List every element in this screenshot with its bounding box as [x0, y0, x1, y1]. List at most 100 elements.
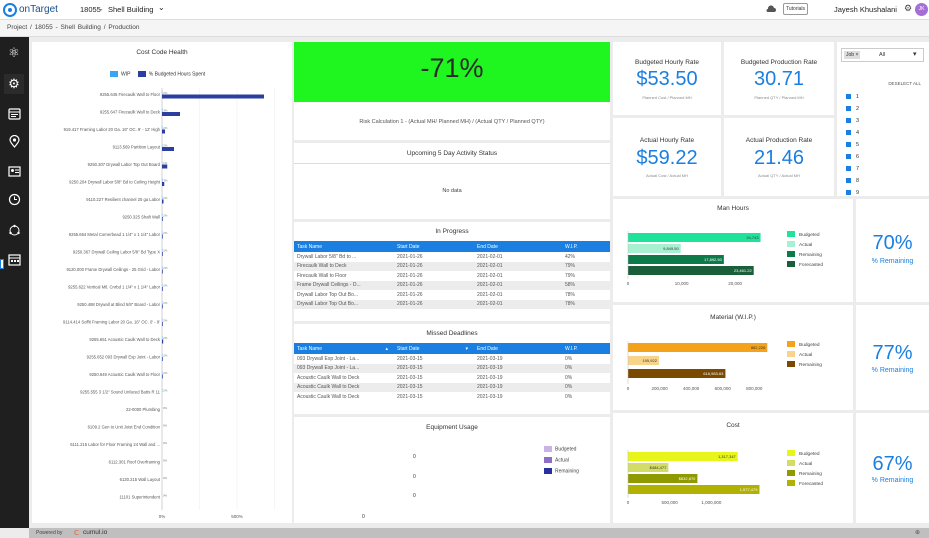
job-option-checkbox[interactable]: 8: [846, 175, 859, 187]
ontarget-logo-icon: [3, 3, 17, 17]
table-cell: 2021-03-15: [394, 363, 474, 373]
risk-value: -71%: [420, 53, 484, 83]
clock-icon[interactable]: [4, 189, 24, 209]
legend-item: Actual: [544, 457, 569, 463]
table-row[interactable]: Drywall Labor Top Out Bo... 2021-01-26 202…: [294, 290, 610, 300]
checkbox-icon[interactable]: [846, 154, 851, 160]
sidebar-handle[interactable]: [0, 259, 4, 269]
table-row[interactable]: Acoustic Caulk Wall to Deck 2021-03-15 202…: [294, 373, 610, 383]
kpi-title: Budgeted Production Rate: [740, 59, 818, 66]
legend-label: Budgeted: [799, 232, 820, 238]
chevron-down-icon[interactable]: ⌄: [158, 3, 165, 12]
bar-value-label: 2%: [163, 91, 168, 95]
breadcrumb-project[interactable]: Project: [7, 24, 28, 31]
table-row[interactable]: 093 Drywall Exp Joint - La... 2021-03-15 2…: [294, 363, 610, 373]
column-header[interactable]: Start Date: [394, 241, 474, 252]
avatar[interactable]: JK: [915, 3, 928, 16]
project-name[interactable]: Shell Building: [108, 5, 154, 14]
legend-item: Budgeted: [544, 446, 576, 452]
table-cell: 0%: [565, 355, 573, 362]
kpi-title: Actual Production Rate: [745, 137, 813, 144]
table-row[interactable]: Acoustic Caulk Wall to Deck 2021-03-15 202…: [294, 382, 610, 392]
contacts-icon[interactable]: [4, 161, 24, 181]
kpi-value: 30.71: [753, 68, 805, 90]
checkbox-icon[interactable]: [846, 190, 851, 196]
material-panel: Material (W.I.P.) 882,226 195,922 616,983.…: [613, 305, 853, 410]
checkbox-icon[interactable]: [846, 142, 851, 148]
close-icon[interactable]: ×: [855, 52, 859, 58]
kpi-title: Budgeted Hourly Rate: [635, 59, 699, 66]
job-option-checkbox[interactable]: 6: [846, 151, 859, 163]
job-select[interactable]: Job × All ▾: [841, 48, 924, 62]
category-label: 9250.307 Drywall Labor Top Out Board: [88, 162, 161, 167]
network-icon[interactable]: [4, 220, 24, 240]
checkbox-icon[interactable]: [846, 178, 851, 184]
legend-swatch-hours: [137, 71, 146, 77]
table-row[interactable]: Firecaulk Wall to Floor 2021-01-26 2021-02…: [294, 271, 610, 281]
atom-icon[interactable]: ⚛: [8, 45, 20, 60]
job-option-checkbox[interactable]: 7: [846, 163, 859, 175]
cloud-download-icon[interactable]: [766, 5, 776, 13]
calendar-icon[interactable]: [4, 249, 24, 269]
category-label: 6130.215 Wall Layout: [120, 477, 161, 482]
checkbox-icon[interactable]: [846, 106, 851, 112]
gear-icon[interactable]: ⚙: [904, 3, 913, 13]
column-header[interactable]: Task Name: [294, 241, 394, 252]
bar-value-label: 2%: [163, 266, 168, 270]
breadcrumb-building[interactable]: 18055 - Shell Building: [34, 24, 101, 31]
user-name[interactable]: Jayesh Khushalani: [834, 5, 897, 14]
job-option-checkbox[interactable]: 9: [846, 187, 859, 199]
bar-value-label: 2%: [163, 249, 168, 253]
job-option-checkbox[interactable]: 2: [846, 103, 859, 115]
table-row[interactable]: Acoustic Caulk Wall to Deck 2021-03-15 202…: [294, 392, 610, 402]
checkbox-icon[interactable]: [846, 130, 851, 136]
bar-value-label: 2%: [163, 371, 168, 375]
hours-bar: [162, 374, 163, 379]
checkbox-icon[interactable]: [846, 166, 851, 172]
table-cell: 0%: [562, 382, 610, 392]
column-header[interactable]: Start Date ▾: [394, 343, 474, 354]
sort-up-icon[interactable]: ▴: [385, 345, 388, 352]
column-header[interactable]: W.I.P.: [562, 343, 610, 354]
table-row[interactable]: 093 Drywall Exp Joint - La... 2021-03-15 2…: [294, 354, 610, 364]
column-header[interactable]: End Date: [474, 343, 562, 354]
column-header[interactable]: Task Name ▴: [294, 343, 394, 354]
job-option-checkbox[interactable]: 3: [846, 115, 859, 127]
location-pin-icon[interactable]: [4, 131, 24, 151]
missed-deadlines-panel: Missed Deadlines Task Name ▴ Start Date ▾ …: [294, 324, 610, 414]
column-header[interactable]: End Date: [474, 241, 562, 252]
no-data-text: No data: [442, 188, 462, 194]
job-chip[interactable]: Job ×: [844, 51, 861, 59]
table-row[interactable]: Drywall Labor Top Out Bo... 2021-01-26 202…: [294, 299, 610, 309]
schedule-icon[interactable]: [4, 103, 24, 123]
table-row[interactable]: Frame Drywall Ceilings - D... 2021-01-26 2…: [294, 280, 610, 290]
deselect-all-button[interactable]: DESELECT ALL: [888, 81, 921, 86]
remaining-percent: 77%: [872, 342, 913, 364]
sort-down-icon[interactable]: ▾: [465, 345, 468, 352]
gear-icon[interactable]: ⚙: [4, 74, 24, 94]
checkbox-icon[interactable]: [846, 118, 851, 124]
axis-tick-label: 400,000: [683, 386, 700, 391]
category-label: 9255.555 3 1/2" Sound Unfaced Batts R 11: [80, 390, 161, 395]
table-row[interactable]: Drywall Labor 5/8" Bd to ... 2021-01-26 20…: [294, 252, 610, 262]
budgeted-hourly-rate-card: Budgeted Hourly Rate $53.50 Planned Cost…: [613, 42, 721, 115]
category-label: 11101 Superintendent: [119, 495, 160, 500]
brand-name[interactable]: cumul.io: [83, 529, 108, 536]
table-cell: 0%: [565, 374, 573, 381]
category-label: 9250.325 Shaft Wall: [122, 215, 160, 220]
table-cell: 42%: [565, 253, 576, 260]
job-option-checkbox[interactable]: 5: [846, 139, 859, 151]
category-label: 9120.000 Frame Drywall Ceilings - 25 Gri…: [66, 267, 160, 272]
job-option-checkbox[interactable]: 4: [846, 127, 859, 139]
expand-icon[interactable]: ⊕: [915, 530, 921, 536]
table-row[interactable]: Firecaulk Wall to Deck 2021-01-26 2021-02-…: [294, 261, 610, 271]
checkbox-icon[interactable]: [846, 94, 851, 100]
column-header[interactable]: W.I.P.: [562, 241, 610, 252]
caret-down-icon[interactable]: ▾: [913, 51, 917, 58]
project-code[interactable]: 18055: [80, 5, 101, 14]
bar-value-label: 0%: [163, 441, 168, 445]
job-option-checkbox[interactable]: 1: [846, 91, 859, 103]
tutorials-button[interactable]: Tutorials: [783, 3, 808, 15]
bar-value-label: 0%: [163, 494, 168, 498]
bar-value-label: 2%: [163, 214, 168, 218]
